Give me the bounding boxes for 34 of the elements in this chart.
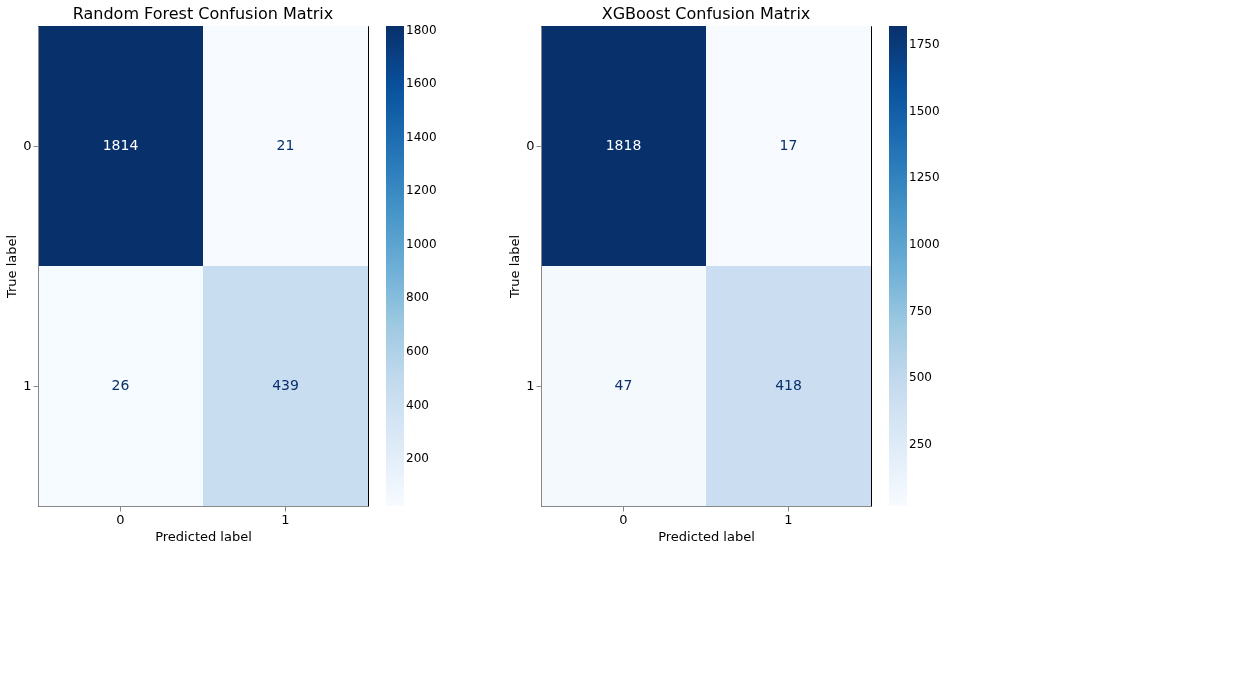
x-tick-label: 0: [619, 511, 628, 527]
color-bar-label: 600: [406, 344, 429, 358]
chart-title: Random Forest Confusion Matrix: [72, 4, 334, 23]
color-bar-label: 1000: [909, 237, 940, 252]
color-bar-label: 800: [406, 290, 429, 305]
data-label: 21: [276, 137, 295, 153]
data-label: 439: [272, 377, 299, 393]
color-bar-label: 1500: [909, 103, 940, 118]
data-label: 1818: [605, 137, 642, 153]
color-bar-label: 1000: [406, 236, 437, 251]
color-bar-label: 500: [909, 370, 932, 385]
color-bar-label: 1400: [406, 129, 437, 144]
data-label: 17: [779, 137, 798, 153]
color-bar-label: 1600: [406, 76, 437, 91]
y-axis-title: True label: [4, 234, 20, 300]
color-bar-label: 1750: [909, 37, 940, 52]
x-axis-title: Predicted label: [658, 528, 755, 544]
color-bar-label: 1250: [909, 170, 940, 185]
x-tick-label: 0: [116, 511, 125, 527]
color-bar-label: 250: [909, 436, 932, 451]
color-bar-label: 400: [406, 397, 429, 412]
x-axis-title: Predicted label: [155, 528, 252, 544]
data-label: 418: [775, 377, 802, 393]
y-axis-title: True label: [507, 234, 523, 300]
color-bar-label: 1800: [406, 22, 437, 37]
color-bar-label: 200: [406, 451, 429, 466]
color-bar-label: 750: [909, 303, 932, 318]
x-tick-label: 1: [784, 511, 793, 527]
data-label: 47: [614, 377, 633, 393]
data-label: 26: [111, 377, 130, 393]
chart-title: XGBoost Confusion Matrix: [601, 4, 811, 23]
x-tick-label: 1: [281, 511, 290, 527]
color-bar-label: 1200: [406, 183, 437, 198]
data-label: 1814: [102, 137, 139, 153]
